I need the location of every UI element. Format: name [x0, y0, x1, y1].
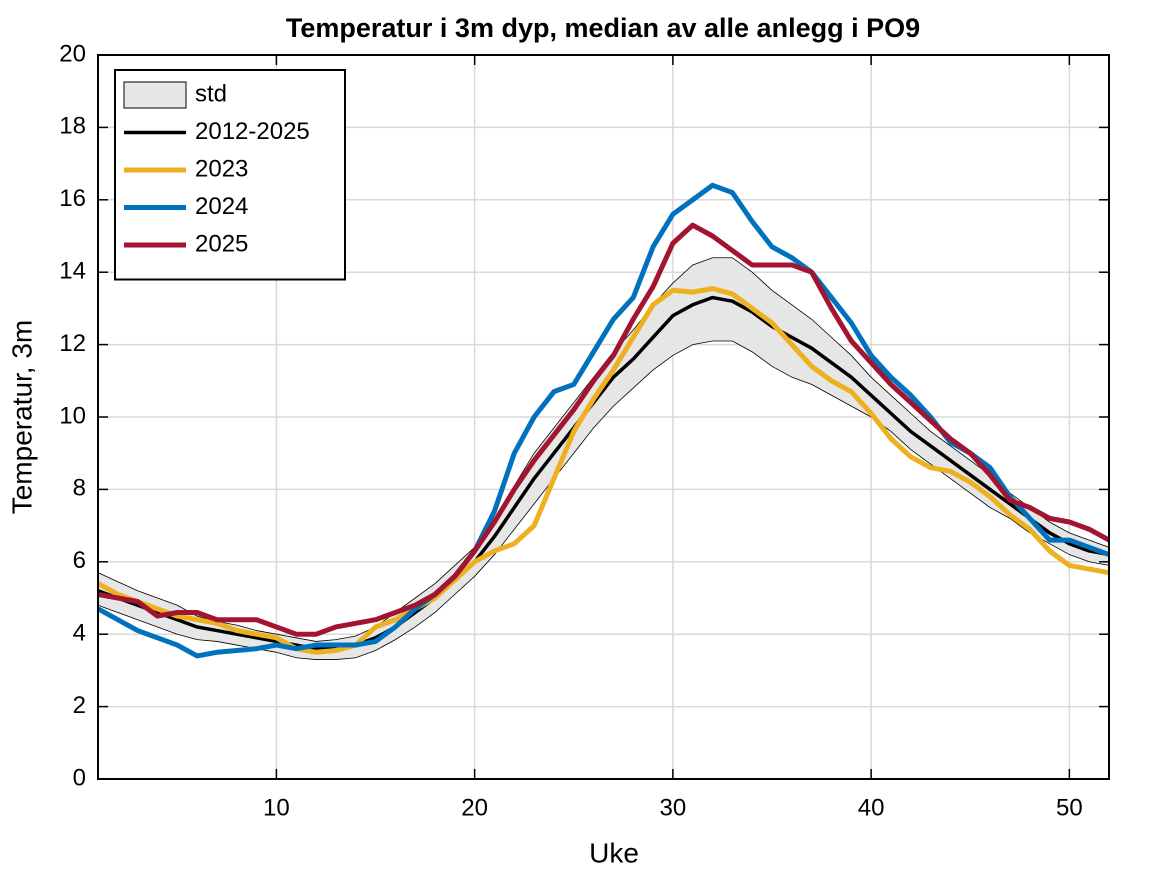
axes: 0 2 4 6 8 10 12 14 16 18 20 10 20 30 40 50: [59, 40, 1110, 821]
y-tick-label: 14: [59, 258, 86, 285]
y-tick-label: 2: [73, 692, 86, 719]
legend: std 2012-2025 2023 2024 2025: [114, 69, 346, 281]
y-tick-label: 6: [73, 547, 86, 574]
x-tick-label: 50: [1056, 794, 1083, 821]
legend-label: std: [195, 80, 227, 107]
y-tick-label: 16: [59, 185, 86, 212]
std-band: [97, 257, 1110, 660]
axes-box: [97, 54, 1110, 780]
legend-swatch: [123, 81, 187, 109]
legend-label: 2012-2025: [195, 118, 310, 145]
y-tick-label: 4: [73, 620, 86, 647]
plot-data: [96, 182, 1111, 660]
x-tick-label: 30: [660, 794, 687, 821]
chart-title: Temperatur i 3m dyp, median av alle anle…: [286, 13, 920, 43]
legend-label: 2025: [195, 230, 248, 257]
y-tick-label: 8: [73, 475, 86, 502]
y-tick-label: 20: [59, 40, 86, 67]
series-line: [97, 295, 1110, 651]
x-tick-label: 10: [263, 794, 290, 821]
y-tick-label: 10: [59, 402, 86, 429]
series-line: [97, 222, 1111, 637]
x-tick-label: 20: [461, 794, 488, 821]
x-tick-label: 40: [858, 794, 885, 821]
x-axis-label: Uke: [589, 837, 639, 868]
legend-label: 2023: [195, 155, 248, 182]
series-line: [96, 285, 1110, 655]
y-axis-label: Temperatur, 3m: [6, 320, 37, 515]
y-tick-label: 0: [73, 764, 86, 791]
legend-label: 2024: [195, 193, 248, 220]
y-tick-label: 18: [59, 113, 86, 140]
y-tick-label: 12: [59, 330, 86, 357]
